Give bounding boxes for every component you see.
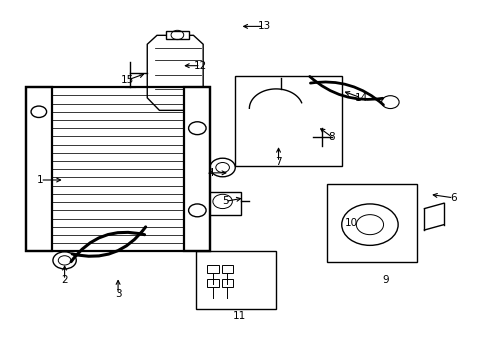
Text: 6: 6 [449, 193, 456, 203]
Text: 4: 4 [207, 168, 213, 178]
Bar [206, 279, 218, 287]
Bar [165, 31, 189, 39]
Text: 1: 1 [37, 175, 43, 185]
Text: 7: 7 [275, 157, 281, 167]
Polygon shape [147, 35, 203, 111]
Bar [221, 265, 233, 273]
Bar [196, 251, 276, 309]
Bar [234, 76, 341, 166]
Bar [203, 192, 241, 215]
Bar [26, 87, 52, 251]
Text: 9: 9 [382, 275, 388, 285]
Bar [326, 184, 416, 262]
Text: 12: 12 [194, 61, 207, 71]
Text: 11: 11 [233, 311, 246, 321]
Text: 13: 13 [257, 21, 270, 31]
Text: 14: 14 [354, 93, 367, 103]
Text: 15: 15 [121, 75, 134, 85]
Bar [26, 87, 210, 251]
Text: 2: 2 [61, 275, 68, 285]
Text: 10: 10 [344, 218, 357, 228]
Text: 3: 3 [115, 289, 121, 299]
Bar [206, 265, 218, 273]
Bar [183, 87, 210, 251]
Text: 5: 5 [221, 197, 228, 206]
Bar [221, 279, 233, 287]
Text: 8: 8 [328, 132, 335, 142]
